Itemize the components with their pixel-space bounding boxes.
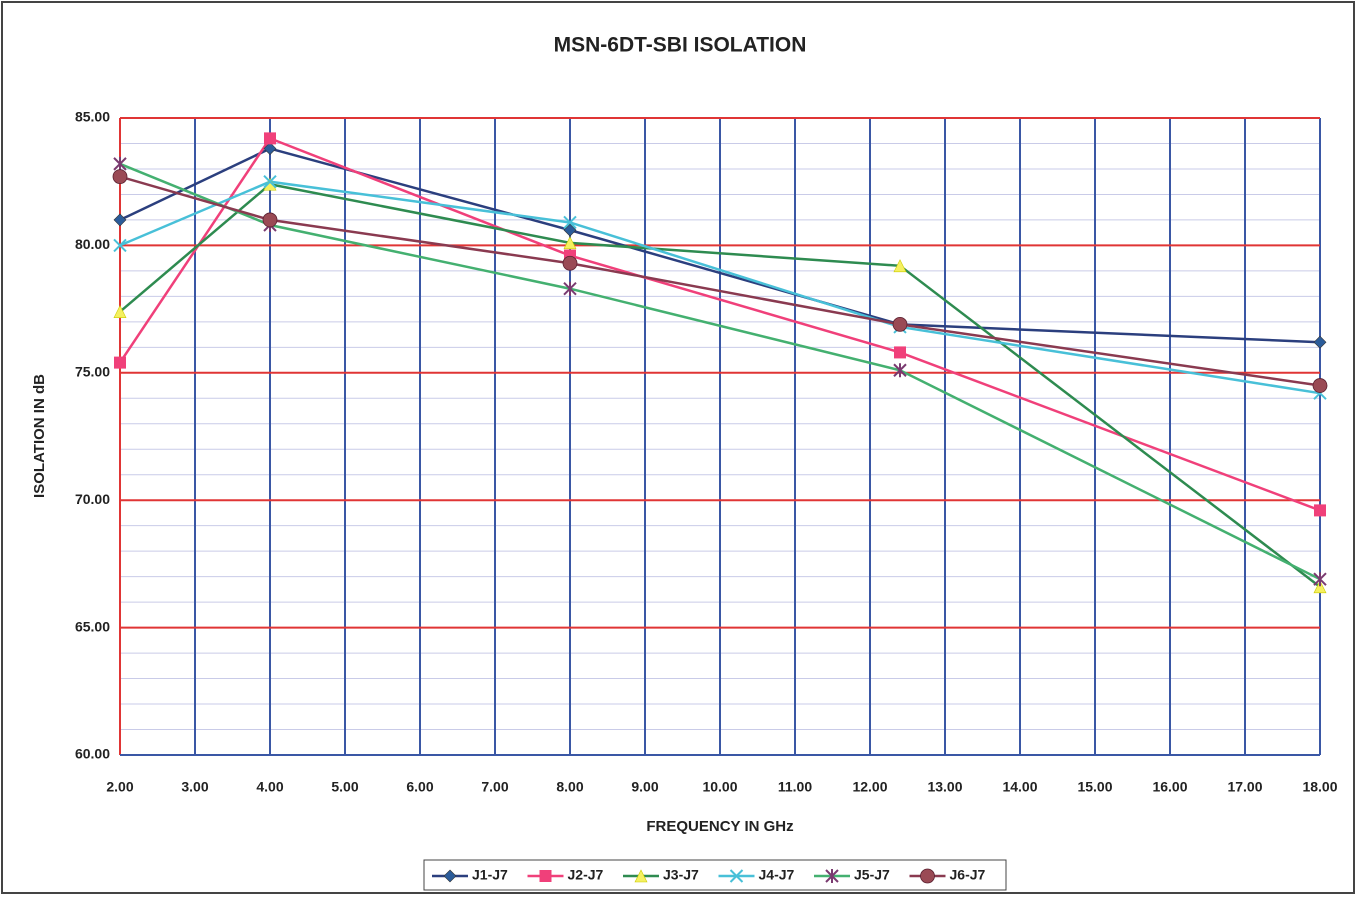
x-tick-label: 3.00 [181, 779, 208, 795]
marker [262, 212, 278, 228]
legend-label: J1-J7 [472, 867, 508, 883]
x-tick-label: 8.00 [556, 779, 583, 795]
y-tick-label: 80.00 [75, 236, 110, 252]
y-tick-label: 70.00 [75, 491, 110, 507]
legend-label: J6-J7 [950, 867, 986, 883]
marker [564, 249, 576, 262]
marker [113, 213, 127, 227]
x-tick-label: 11.00 [778, 779, 812, 795]
x-tick-label: 16.00 [1152, 779, 1187, 795]
marker [1313, 335, 1327, 349]
marker [263, 142, 277, 156]
marker [562, 255, 578, 271]
marker [443, 869, 457, 883]
marker [634, 869, 648, 883]
chart-title: MSN-6DT-SBI ISOLATION [554, 34, 807, 57]
marker [563, 236, 577, 250]
y-tick-label: 60.00 [75, 746, 110, 762]
marker [563, 215, 577, 230]
x-tick-label: 13.00 [927, 779, 962, 795]
legend-label: J2-J7 [568, 867, 604, 883]
y-axis-label: ISOLATION IN dB [31, 374, 48, 498]
marker [893, 259, 907, 273]
marker [892, 316, 908, 332]
y-tick-label: 85.00 [75, 109, 110, 125]
marker [1312, 378, 1328, 393]
x-tick-label: 18.00 [1302, 779, 1337, 795]
marker [729, 869, 744, 883]
marker [263, 174, 277, 189]
y-tick-label: 75.00 [75, 364, 110, 380]
marker [1313, 572, 1327, 587]
marker [113, 238, 127, 253]
marker [894, 346, 906, 359]
marker [893, 363, 907, 378]
marker [563, 281, 577, 296]
marker [113, 156, 127, 171]
x-axis-label: FREQUENCY IN GHz [646, 818, 793, 835]
legend-label: J4-J7 [759, 867, 795, 883]
marker [563, 223, 577, 237]
y-tick-label: 65.00 [75, 618, 110, 634]
marker [1313, 580, 1327, 594]
x-tick-label: 12.00 [852, 779, 887, 795]
marker [112, 169, 128, 185]
marker [539, 870, 552, 882]
x-tick-label: 4.00 [256, 779, 283, 795]
x-tick-label: 6.00 [406, 779, 433, 795]
marker [113, 304, 127, 318]
x-tick-label: 10.00 [702, 779, 737, 795]
x-tick-label: 7.00 [481, 779, 508, 795]
legend-label: J5-J7 [854, 867, 890, 883]
marker [825, 869, 839, 883]
x-tick-label: 14.00 [1002, 779, 1037, 795]
legend-box [423, 859, 1007, 891]
x-tick-label: 15.00 [1077, 779, 1112, 795]
marker [264, 132, 276, 145]
x-tick-label: 5.00 [331, 779, 358, 795]
x-tick-label: 17.00 [1227, 779, 1262, 795]
x-tick-label: 2.00 [106, 779, 133, 795]
legend-label: J3-J7 [663, 867, 699, 883]
x-tick-label: 9.00 [631, 779, 658, 795]
marker [114, 356, 126, 369]
marker [920, 868, 935, 884]
marker [1314, 504, 1326, 517]
